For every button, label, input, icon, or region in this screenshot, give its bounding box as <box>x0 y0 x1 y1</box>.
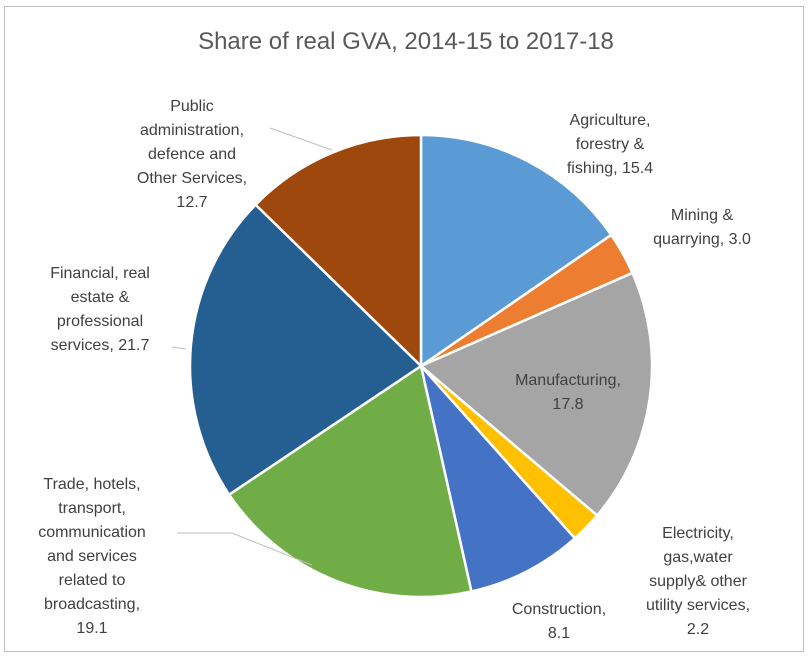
slice-label-8: Public administration, defence and Other… <box>136 98 248 211</box>
slice-label-2: Mining & quarrying, 3.0 <box>653 207 751 248</box>
pie-slice-3 <box>418 271 654 518</box>
slice-label-6: Trade, hotels, transport, communication … <box>38 476 146 637</box>
leader-line-6 <box>177 532 313 566</box>
slice-label-4: Electricity, gas,water supply& other uti… <box>645 525 751 638</box>
slice-label-7: Financial, real estate & professional se… <box>50 265 150 354</box>
pie-slice-7 <box>188 202 423 497</box>
slice-label-5: Construction, 8.1 <box>511 601 607 642</box>
leader-line-7 <box>171 346 187 350</box>
chart-title: Share of real GVA, 2014-15 to 2017-18 <box>198 28 614 55</box>
pie-slice-1 <box>419 133 613 369</box>
leader-line-8 <box>269 127 333 151</box>
slice-label-3: Manufacturing, 17.8 <box>515 372 621 413</box>
slice-label-1: Agriculture, forestry & fishing, 15.4 <box>566 112 654 177</box>
pie-slice-6 <box>227 363 473 599</box>
pie-slice-8 <box>253 133 423 369</box>
